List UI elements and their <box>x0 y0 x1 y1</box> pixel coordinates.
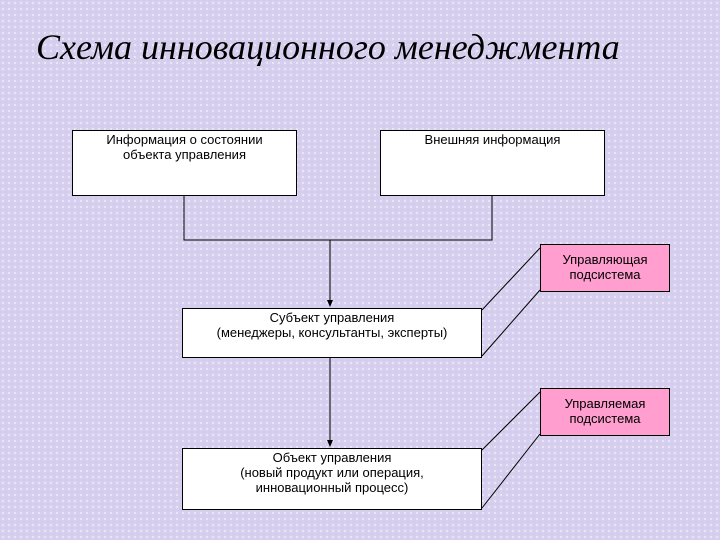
node-info-state-line1: Информация о состоянии <box>106 133 262 148</box>
node-controlled-line2: подсистема <box>569 412 640 427</box>
node-object: Объект управления (новый продукт или опе… <box>182 448 482 510</box>
node-object-line3: инновационный процесс) <box>256 481 409 496</box>
node-subject-line2: (менеджеры, консультанты, эксперты) <box>217 326 448 341</box>
node-subject: Субъект управления (менеджеры, консульта… <box>182 308 482 358</box>
edge-controlling_callout_top <box>482 248 540 310</box>
node-controlled-line1: Управляемая <box>565 397 646 412</box>
edge-controlling_callout_bottom <box>482 290 540 356</box>
node-info-state-line2: объекта управления <box>123 148 246 163</box>
edge-controlled_callout_top <box>482 392 540 450</box>
node-controlling-subsystem: Управляющая подсистема <box>540 244 670 292</box>
node-object-line1: Объект управления <box>273 451 392 466</box>
node-subject-line1: Субъект управления <box>270 311 395 326</box>
edge-external_info_bottom <box>330 196 492 306</box>
node-object-line2: (новый продукт или операция, <box>240 466 424 481</box>
node-external-info-line1: Внешняя информация <box>425 133 561 148</box>
node-external-info: Внешняя информация <box>380 130 605 196</box>
slide-title: Схема инновационного менеджмента <box>36 26 620 68</box>
node-controlling-line2: подсистема <box>569 268 640 283</box>
node-controlling-line1: Управляющая <box>562 253 647 268</box>
edge-controlled_callout_bottom <box>482 434 540 508</box>
node-info-state: Информация о состоянии объекта управлени… <box>72 130 297 196</box>
node-controlled-subsystem: Управляемая подсистема <box>540 388 670 436</box>
edge-info_state_bottom <box>184 196 330 306</box>
